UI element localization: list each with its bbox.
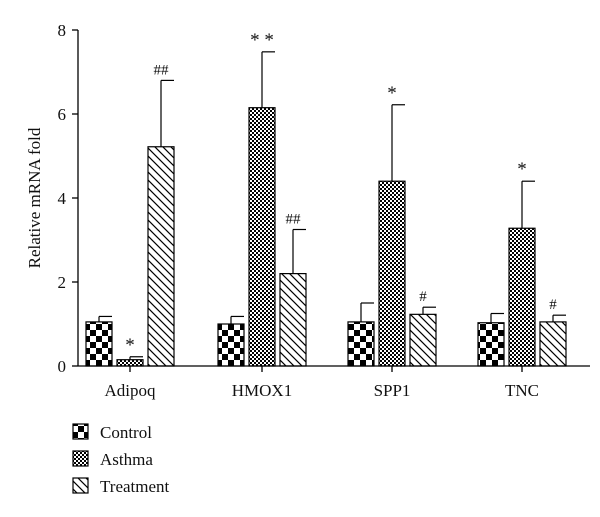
significance-label: ## (154, 62, 170, 78)
x-tick-label: Adipoq (105, 381, 157, 400)
legend-swatch-control (72, 423, 89, 440)
bar-asthma-spp1 (378, 180, 406, 367)
legend-label-asthma: Asthma (100, 450, 153, 469)
bar-treatment-adipoq (147, 146, 175, 367)
y-tick-label: 6 (58, 105, 67, 124)
x-tick-label: SPP1 (374, 381, 411, 400)
x-tick-label: HMOX1 (232, 381, 292, 400)
significance-label: # (419, 289, 427, 305)
significance-label: # (549, 297, 557, 313)
legend: Control Asthma Treatment (72, 423, 170, 496)
x-tick-label: TNC (505, 381, 539, 400)
y-tick-label: 4 (58, 189, 67, 208)
bar-control-adipoq (85, 321, 113, 367)
significance-label: * (517, 159, 527, 180)
bar-treatment-spp1 (409, 313, 437, 367)
bar-treatment-tnc (539, 321, 567, 367)
legend-swatch-treatment (72, 477, 89, 494)
bar-asthma-hmox1 (248, 107, 276, 367)
y-tick-label: 8 (58, 21, 67, 40)
y-axis-label: Relative mRNA fold (25, 127, 44, 268)
legend-label-control: Control (100, 423, 152, 442)
legend-label-treatment: Treatment (100, 477, 170, 496)
significance-label: * (387, 83, 397, 104)
y-tick-label: 0 (58, 357, 67, 376)
bar-control-tnc (477, 322, 505, 367)
bar-treatment-hmox1 (279, 273, 307, 367)
bars-layer (85, 51, 567, 367)
significance-label: ## (286, 212, 302, 228)
significance-label: * (125, 335, 135, 356)
bar-asthma-tnc (508, 227, 536, 367)
significance-label: * * (250, 30, 274, 51)
bar-asthma-adipoq (116, 359, 144, 367)
y-tick-label: 2 (58, 273, 67, 292)
legend-swatch-asthma (72, 450, 89, 467)
axes-layer (72, 29, 590, 372)
bar-control-hmox1 (217, 323, 245, 367)
bar-control-spp1 (347, 321, 375, 367)
